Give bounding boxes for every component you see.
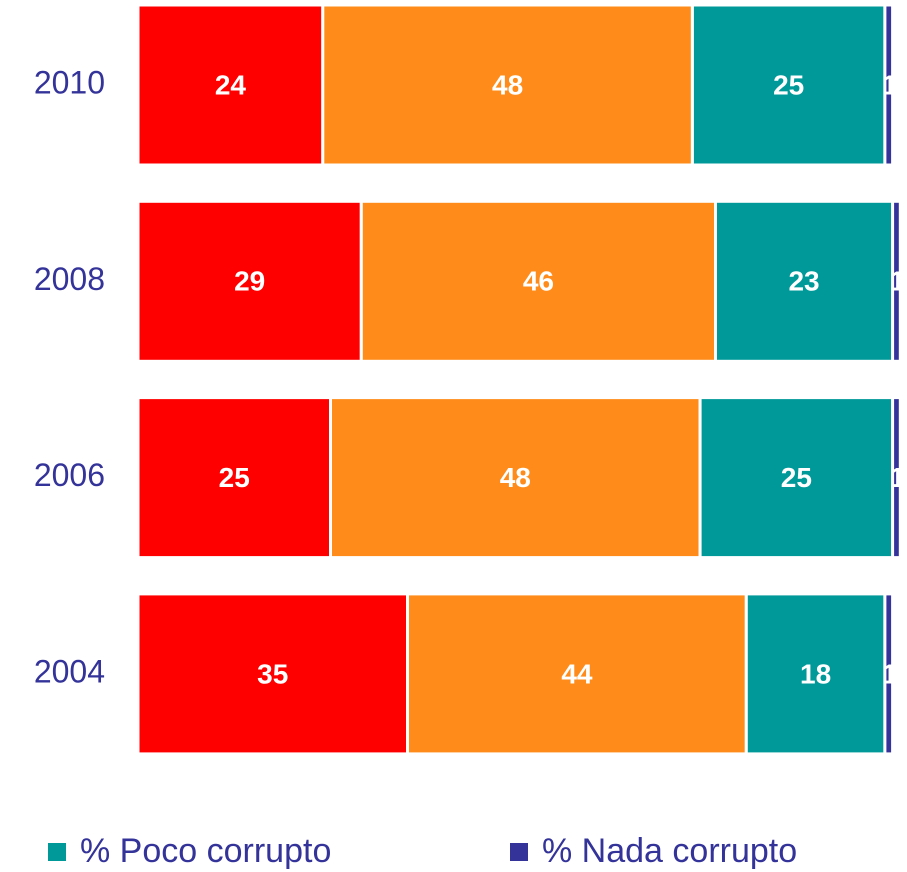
bar-segment — [329, 396, 702, 560]
legend-swatch — [510, 843, 528, 861]
data-label: 25 — [219, 462, 250, 493]
bar-segment — [690, 3, 887, 167]
bar-segment — [891, 199, 902, 363]
bar-segment — [883, 592, 895, 756]
bar-segment — [136, 3, 325, 167]
bar-segment — [891, 396, 902, 560]
data-label: 29 — [234, 266, 265, 297]
data-label: 35 — [257, 658, 288, 689]
bar-segment — [136, 396, 332, 560]
bar-segment — [321, 3, 694, 167]
data-label: 18 — [800, 658, 831, 689]
bar-segment — [698, 396, 895, 560]
y-tick-label: 2008 — [34, 261, 105, 297]
y-tick-label: 2006 — [34, 457, 105, 493]
y-tick-label: 2004 — [34, 653, 105, 689]
data-label: 1 — [890, 266, 906, 297]
bar-segment — [406, 592, 748, 756]
data-label: 48 — [500, 462, 531, 493]
bar-segment — [359, 199, 717, 363]
data-label: 44 — [561, 658, 593, 689]
data-label: 1 — [882, 658, 898, 689]
legend-label: % Poco corrupto — [80, 832, 331, 870]
legend-swatch — [48, 843, 66, 861]
data-label: 46 — [523, 266, 554, 297]
y-tick-label: 2010 — [34, 64, 105, 100]
data-label: 23 — [788, 266, 819, 297]
data-label: 1 — [882, 69, 898, 100]
bar-segment — [883, 3, 895, 167]
data-label: 48 — [492, 69, 523, 100]
data-label: 25 — [781, 462, 812, 493]
legend-label: % Nada corrupto — [542, 832, 797, 870]
data-label: 24 — [215, 69, 247, 100]
data-label: 1 — [890, 462, 906, 493]
bar-segment — [714, 199, 895, 363]
data-label: 25 — [773, 69, 804, 100]
